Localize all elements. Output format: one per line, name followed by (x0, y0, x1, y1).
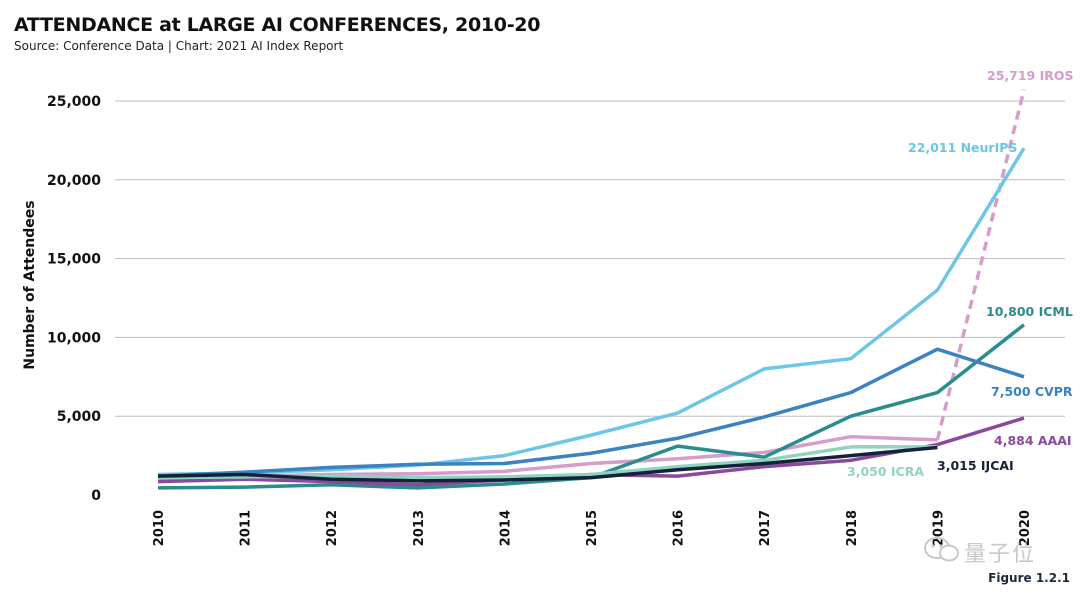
x-tick-label: 2016 (672, 510, 687, 546)
series-end-labels: 25,719 IROS 22,011 NeurIPS 10,800 ICML 7,50… (847, 68, 1074, 479)
watermark-text: 量子位 (964, 542, 1037, 567)
gridlines (115, 100, 1065, 417)
x-tick-label: 2012 (325, 510, 340, 546)
chart-subtitle: Source: Conference Data | Chart: 2021 AI… (14, 39, 344, 53)
end-label-icra: 3,050 ICRA (847, 464, 924, 479)
end-label-iros: 25,719 IROS (987, 68, 1074, 83)
x-tick-label: 2013 (412, 510, 427, 546)
series-line-ijcai (157, 445, 938, 483)
wechat-logo-icon (924, 537, 959, 562)
x-tick-label: 2015 (585, 510, 600, 546)
x-tick-label: 2018 (845, 510, 860, 546)
x-tick-label: 2010 (152, 510, 167, 546)
y-tick-label: 20,000 (47, 173, 101, 189)
end-label-neurips: 22,011 NeurIPS (908, 140, 1017, 155)
y-tick-label: 5,000 (57, 409, 102, 425)
x-tick-label: 2014 (498, 510, 513, 546)
x-tick-label: 2020 (1018, 510, 1033, 546)
end-label-icml: 10,800 ICML (986, 304, 1073, 319)
end-label-cvpr: 7,500 CVPR (991, 384, 1073, 399)
y-tick-label: 15,000 (47, 252, 101, 268)
y-tick-label: 25,000 (47, 94, 101, 110)
y-tick-label: 10,000 (47, 330, 101, 346)
end-label-aaai: 4,884 AAAI (994, 433, 1072, 448)
x-tick-label: 2017 (758, 510, 773, 546)
y-axis-ticks: 0 5,000 10,000 15,000 20,000 25,000 (47, 94, 101, 504)
series-line-neurips (157, 147, 1026, 477)
chart-title: ATTENDANCE at LARGE AI CONFERENCES, 2010… (14, 14, 541, 36)
x-axis-ticks: 2010 2011 2012 2013 2014 2015 2016 2017 2018 2019… (152, 510, 1033, 546)
x-tick-label: 2011 (239, 510, 254, 546)
figure-label: Figure 1.2.1 (988, 571, 1070, 585)
series-lines (157, 89, 1026, 490)
y-tick-label: 0 (91, 488, 101, 504)
y-axis-label: Number of Attendees (22, 200, 38, 369)
series-line-cvpr (157, 347, 1025, 478)
watermark: 量子位 (922, 534, 1052, 567)
end-label-ijcai: 3,015 IJCAI (937, 458, 1014, 473)
